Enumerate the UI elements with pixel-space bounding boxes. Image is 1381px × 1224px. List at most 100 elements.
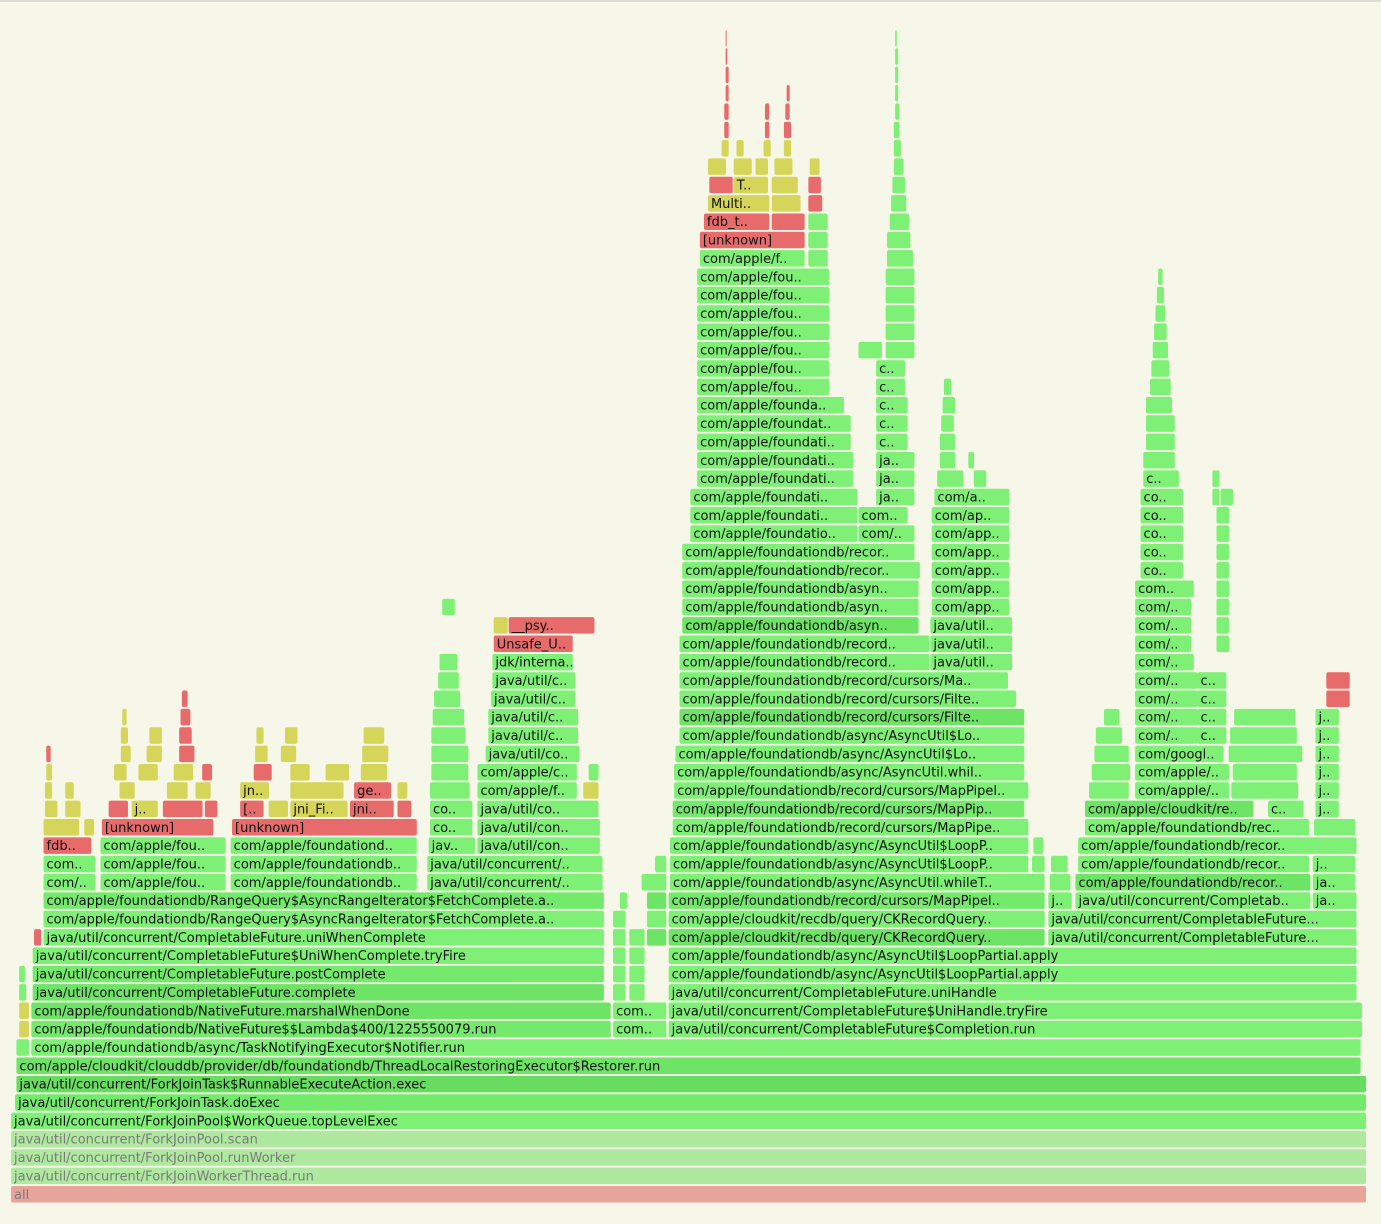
frame[interactable]: [1234, 708, 1296, 726]
frame[interactable]: [1135, 580, 1194, 597]
frame[interactable]: [1135, 782, 1230, 799]
frame[interactable]: [889, 213, 910, 230]
frame[interactable]: [858, 525, 915, 542]
frame[interactable]: [1268, 800, 1304, 818]
frame[interactable]: [100, 874, 226, 891]
frame[interactable]: [1145, 415, 1175, 432]
frame[interactable]: [430, 782, 470, 799]
frame[interactable]: [146, 745, 162, 763]
frame[interactable]: [895, 48, 899, 65]
frame[interactable]: [876, 378, 905, 396]
frame[interactable]: [477, 800, 599, 818]
frame[interactable]: [895, 103, 900, 120]
frame[interactable]: [350, 800, 394, 818]
frame[interactable]: [1156, 286, 1164, 304]
frame[interactable]: [613, 947, 626, 964]
frame[interactable]: [763, 140, 771, 157]
frame[interactable]: [1078, 837, 1357, 854]
frame[interactable]: [876, 360, 905, 377]
frame[interactable]: [886, 250, 914, 267]
frame[interactable]: [477, 763, 577, 781]
frame[interactable]: [1135, 708, 1198, 726]
frame[interactable]: [1315, 763, 1339, 781]
frame[interactable]: [1216, 562, 1230, 579]
frame[interactable]: [697, 396, 844, 414]
frame[interactable]: [672, 800, 1025, 818]
frame[interactable]: [179, 745, 195, 763]
frame[interactable]: [114, 763, 127, 781]
frame[interactable]: [1078, 855, 1310, 873]
frame[interactable]: [43, 910, 604, 928]
frame[interactable]: [397, 800, 412, 818]
frame[interactable]: [968, 452, 975, 469]
frame[interactable]: [195, 782, 211, 799]
frame[interactable]: [1143, 470, 1179, 487]
frame[interactable]: [230, 837, 417, 854]
frame[interactable]: [1048, 892, 1072, 909]
frame[interactable]: [43, 855, 96, 873]
frame[interactable]: [679, 635, 930, 653]
frame[interactable]: [120, 745, 131, 763]
frame[interactable]: [362, 745, 389, 763]
frame[interactable]: [1032, 855, 1045, 873]
frame[interactable]: [34, 929, 42, 946]
frame[interactable]: [668, 892, 1045, 909]
frame[interactable]: [629, 947, 645, 964]
frame[interactable]: [771, 176, 798, 194]
frame[interactable]: [1216, 635, 1230, 653]
frame[interactable]: [354, 782, 392, 799]
frame[interactable]: [488, 708, 579, 726]
frame[interactable]: [876, 470, 915, 487]
frame[interactable]: [131, 800, 158, 818]
frame[interactable]: [1315, 708, 1339, 726]
frame[interactable]: [397, 782, 408, 799]
frame[interactable]: [442, 598, 455, 616]
frame[interactable]: [771, 195, 801, 212]
frame[interactable]: [431, 727, 466, 744]
frame[interactable]: [427, 855, 603, 873]
frame[interactable]: [1212, 488, 1220, 506]
frame[interactable]: [284, 727, 298, 744]
frame[interactable]: [697, 323, 830, 341]
frame[interactable]: [690, 488, 858, 506]
frame[interactable]: [682, 580, 919, 597]
frame[interactable]: [1135, 672, 1198, 689]
frame[interactable]: [655, 855, 667, 873]
frame[interactable]: [162, 800, 203, 818]
frame[interactable]: [1216, 543, 1230, 561]
frame[interactable]: [725, 85, 729, 102]
frame[interactable]: [668, 1002, 1362, 1020]
frame[interactable]: [690, 507, 858, 524]
frame[interactable]: [613, 1020, 667, 1038]
frame[interactable]: [725, 29, 727, 47]
frame[interactable]: [629, 984, 645, 1001]
frame[interactable]: [493, 617, 508, 634]
frame[interactable]: [808, 176, 821, 194]
frame[interactable]: [100, 855, 226, 873]
frame[interactable]: [942, 396, 956, 414]
frame[interactable]: [1228, 745, 1303, 763]
frame[interactable]: [697, 433, 851, 451]
frame[interactable]: [1048, 910, 1357, 928]
frame[interactable]: [149, 727, 162, 744]
frame[interactable]: [1135, 745, 1224, 763]
frame[interactable]: [19, 1020, 29, 1038]
frame[interactable]: [613, 965, 626, 983]
frame[interactable]: [808, 231, 828, 249]
frame[interactable]: [11, 1112, 1366, 1130]
frame[interactable]: [1326, 690, 1350, 708]
frame[interactable]: [895, 66, 899, 84]
frame[interactable]: [771, 213, 805, 230]
frame[interactable]: [431, 763, 469, 781]
frame[interactable]: [783, 140, 792, 157]
frame[interactable]: [43, 819, 80, 836]
frame[interactable]: [290, 763, 310, 781]
frame[interactable]: [1084, 800, 1254, 818]
frame[interactable]: [180, 708, 191, 726]
frame[interactable]: [1140, 488, 1183, 506]
frame[interactable]: [477, 819, 600, 836]
frame[interactable]: [858, 341, 882, 359]
frame[interactable]: [44, 782, 53, 799]
frame[interactable]: [120, 727, 128, 744]
frame[interactable]: [204, 800, 218, 818]
